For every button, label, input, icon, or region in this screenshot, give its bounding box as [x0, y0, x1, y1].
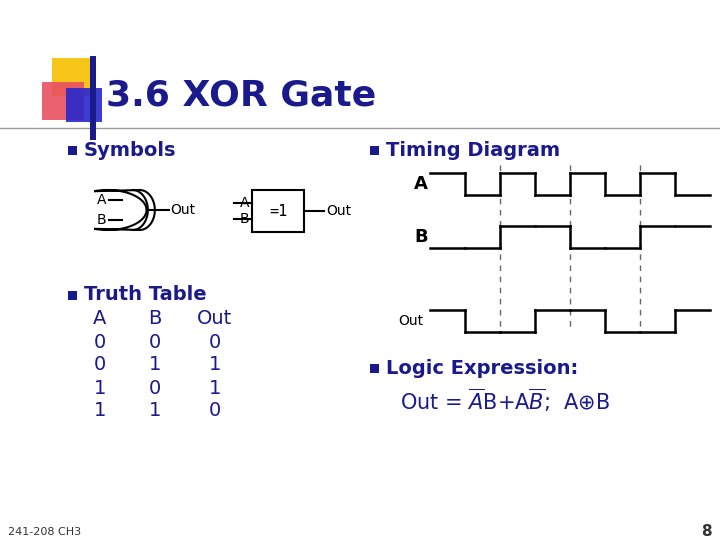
Text: Out: Out: [326, 204, 351, 218]
Bar: [68, 291, 77, 300]
Text: 0: 0: [149, 333, 161, 352]
Text: Out: Out: [171, 203, 196, 217]
Text: A: A: [94, 308, 107, 327]
Bar: [90, 56, 96, 140]
Bar: [370, 146, 379, 155]
Text: 1: 1: [94, 379, 106, 397]
Text: 3.6 XOR Gate: 3.6 XOR Gate: [106, 78, 377, 112]
Bar: [252, 190, 304, 232]
Text: Out: Out: [398, 314, 423, 328]
Text: Out = $\overline{A}$B+A$\overline{B}$;  A$\oplus$B: Out = $\overline{A}$B+A$\overline{B}$; A…: [400, 387, 610, 414]
Bar: [370, 364, 379, 373]
Text: A: A: [96, 193, 106, 207]
Text: Timing Diagram: Timing Diagram: [386, 140, 560, 159]
Text: 1: 1: [149, 402, 161, 421]
Text: =1: =1: [269, 204, 287, 219]
Text: 1: 1: [209, 379, 221, 397]
Bar: [68, 146, 77, 155]
Text: 0: 0: [209, 333, 221, 352]
Text: 8: 8: [701, 524, 712, 539]
Text: A: A: [240, 195, 249, 210]
Text: 1: 1: [209, 355, 221, 375]
Text: B: B: [239, 212, 249, 226]
Text: B: B: [415, 228, 428, 246]
Text: Out: Out: [197, 308, 233, 327]
Text: Truth Table: Truth Table: [84, 286, 207, 305]
Text: 241-208 CH3: 241-208 CH3: [8, 527, 81, 537]
Text: B: B: [148, 308, 162, 327]
Bar: [42, 82, 84, 120]
Polygon shape: [94, 190, 155, 230]
Text: Symbols: Symbols: [84, 140, 176, 159]
Text: A: A: [414, 175, 428, 193]
Text: 1: 1: [149, 355, 161, 375]
Text: 0: 0: [94, 333, 106, 352]
Bar: [66, 88, 102, 122]
Text: Logic Expression:: Logic Expression:: [386, 359, 578, 377]
Text: B: B: [96, 213, 106, 227]
Text: 0: 0: [209, 402, 221, 421]
Text: 0: 0: [149, 379, 161, 397]
Text: 1: 1: [94, 402, 106, 421]
Bar: [52, 58, 94, 96]
Text: 0: 0: [94, 355, 106, 375]
